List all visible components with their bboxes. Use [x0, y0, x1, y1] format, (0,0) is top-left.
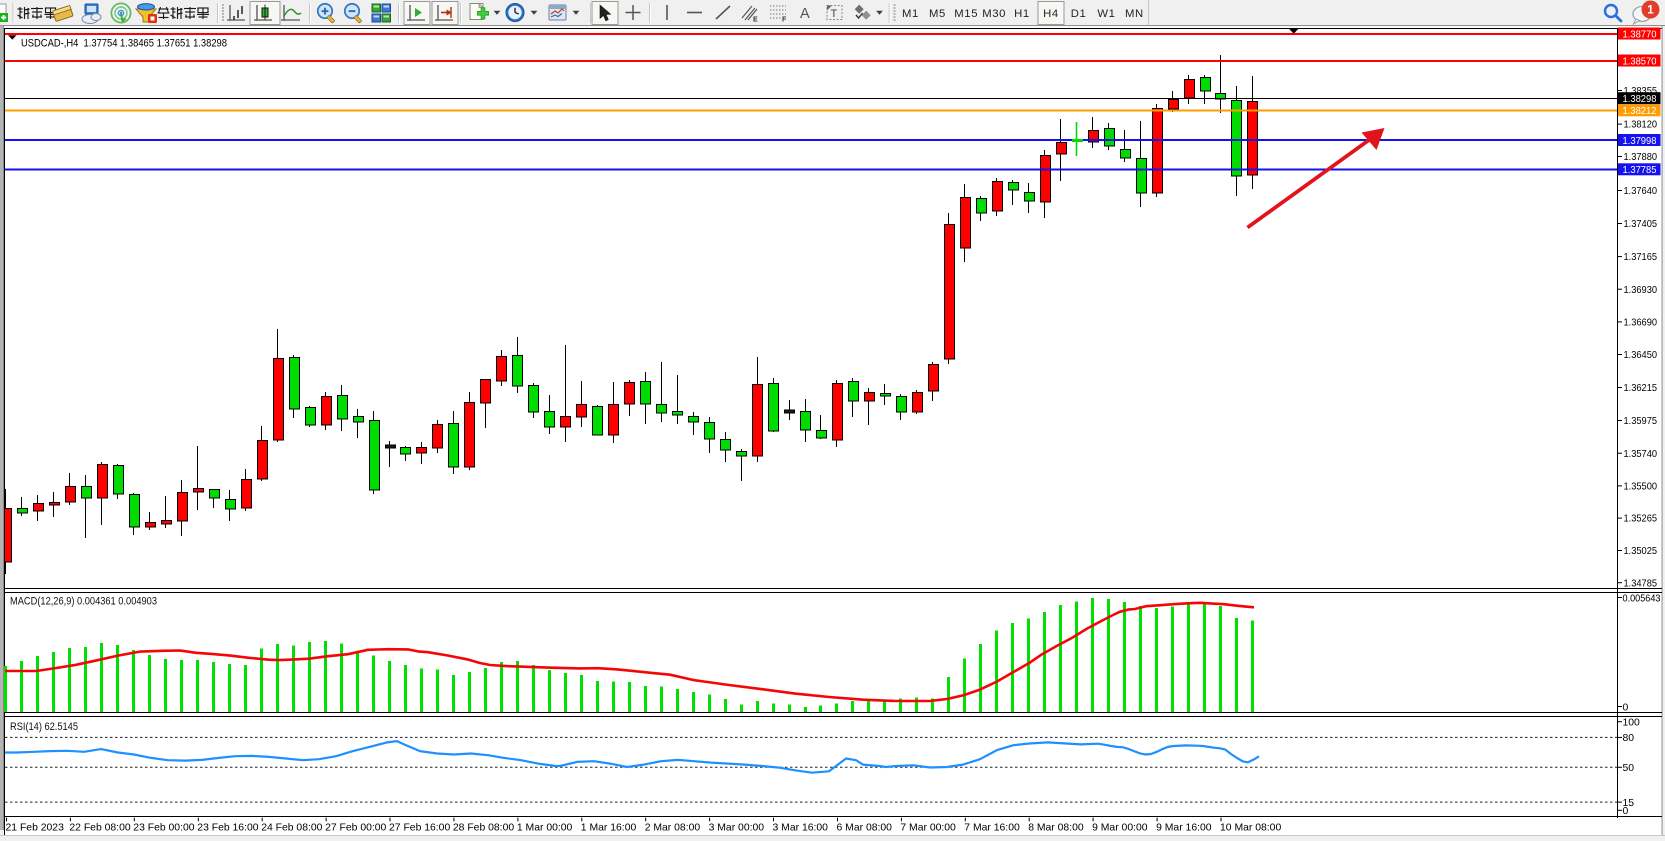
svg-text:M1: M1 [902, 8, 919, 20]
svg-text:1.35025: 1.35025 [1624, 546, 1658, 557]
svg-text:1.35975: 1.35975 [1624, 416, 1658, 427]
svg-text:27 Feb 00:00: 27 Feb 00:00 [325, 823, 386, 834]
svg-text:1.37640: 1.37640 [1624, 186, 1658, 197]
svg-text:9 Mar 00:00: 9 Mar 00:00 [1092, 823, 1148, 834]
svg-text:D1: D1 [1071, 8, 1087, 20]
svg-text:1 Mar 00:00: 1 Mar 00:00 [517, 823, 573, 834]
svg-text:H4: H4 [1043, 8, 1059, 20]
svg-text:1.38212: 1.38212 [1623, 106, 1657, 117]
svg-text:0: 0 [1623, 702, 1629, 713]
svg-text:M15: M15 [954, 8, 978, 20]
svg-text:1.36930: 1.36930 [1624, 285, 1658, 296]
svg-text:1: 1 [1647, 5, 1654, 17]
svg-text:RSI(14) 62.5145: RSI(14) 62.5145 [10, 721, 78, 733]
svg-text:0: 0 [1623, 806, 1629, 817]
svg-text:1 Mar 16:00: 1 Mar 16:00 [581, 823, 637, 834]
svg-text:22 Feb 08:00: 22 Feb 08:00 [69, 823, 130, 834]
svg-text:28 Feb 08:00: 28 Feb 08:00 [453, 823, 514, 834]
svg-text:15: 15 [1623, 798, 1635, 809]
svg-text:23 Feb 00:00: 23 Feb 00:00 [133, 823, 194, 834]
svg-text:1.38120: 1.38120 [1624, 120, 1658, 131]
svg-text:1.35265: 1.35265 [1624, 514, 1658, 525]
svg-text:1.37405: 1.37405 [1624, 219, 1658, 230]
svg-text:2 Mar 08:00: 2 Mar 08:00 [645, 823, 701, 834]
svg-text:1.34785: 1.34785 [1624, 578, 1658, 589]
svg-text:1.35500: 1.35500 [1624, 482, 1658, 493]
svg-text:9 Mar 16:00: 9 Mar 16:00 [1156, 823, 1212, 834]
svg-text:1.37998: 1.37998 [1623, 136, 1657, 147]
svg-text:1.37165: 1.37165 [1624, 252, 1658, 263]
svg-text:80: 80 [1623, 733, 1635, 744]
svg-text:7 Mar 00:00: 7 Mar 00:00 [900, 823, 956, 834]
svg-text:1.38570: 1.38570 [1623, 56, 1657, 67]
svg-text:MACD(12,26,9) 0.004361 0.00490: MACD(12,26,9) 0.004361 0.004903 [10, 596, 157, 608]
svg-text:24 Feb 08:00: 24 Feb 08:00 [261, 823, 322, 834]
svg-text:3 Mar 00:00: 3 Mar 00:00 [709, 823, 765, 834]
svg-text:50: 50 [1623, 763, 1635, 774]
svg-text:1.37880: 1.37880 [1624, 152, 1658, 163]
svg-text:1.35740: 1.35740 [1624, 449, 1658, 460]
svg-text:100: 100 [1623, 717, 1641, 728]
svg-text:USDCAD-,H4 1.37754 1.38465 1.: USDCAD-,H4 1.37754 1.38465 1.37651 1.382… [21, 38, 227, 50]
svg-text:1.36215: 1.36215 [1624, 383, 1658, 394]
svg-text:3 Mar 16:00: 3 Mar 16:00 [773, 823, 829, 834]
svg-text:23 Feb 16:00: 23 Feb 16:00 [197, 823, 258, 834]
svg-text:1.38298: 1.38298 [1623, 94, 1657, 105]
svg-text:0.005643: 0.005643 [1623, 594, 1661, 605]
svg-text:1.36450: 1.36450 [1624, 350, 1658, 361]
svg-text:1.36690: 1.36690 [1624, 318, 1658, 329]
svg-text:E: E [753, 17, 758, 24]
svg-text:M5: M5 [929, 8, 946, 20]
svg-text:21 Feb 2023: 21 Feb 2023 [6, 823, 65, 834]
svg-text:W1: W1 [1097, 8, 1115, 20]
svg-text:MN: MN [1125, 8, 1144, 20]
svg-text:1.38355: 1.38355 [1624, 86, 1658, 97]
svg-text:1.38770: 1.38770 [1623, 29, 1657, 40]
svg-text:27 Feb 16:00: 27 Feb 16:00 [389, 823, 450, 834]
svg-text:M30: M30 [982, 8, 1006, 20]
svg-text:8 Mar 08:00: 8 Mar 08:00 [1028, 823, 1084, 834]
svg-text:10 Mar 08:00: 10 Mar 08:00 [1220, 823, 1281, 834]
svg-text:1.37785: 1.37785 [1623, 165, 1657, 176]
svg-text:T: T [831, 8, 838, 20]
svg-text:F: F [782, 17, 787, 24]
svg-text:6 Mar 08:00: 6 Mar 08:00 [837, 823, 893, 834]
svg-text:7 Mar 16:00: 7 Mar 16:00 [964, 823, 1020, 834]
svg-text:H1: H1 [1014, 8, 1030, 20]
svg-text:A: A [800, 6, 810, 22]
